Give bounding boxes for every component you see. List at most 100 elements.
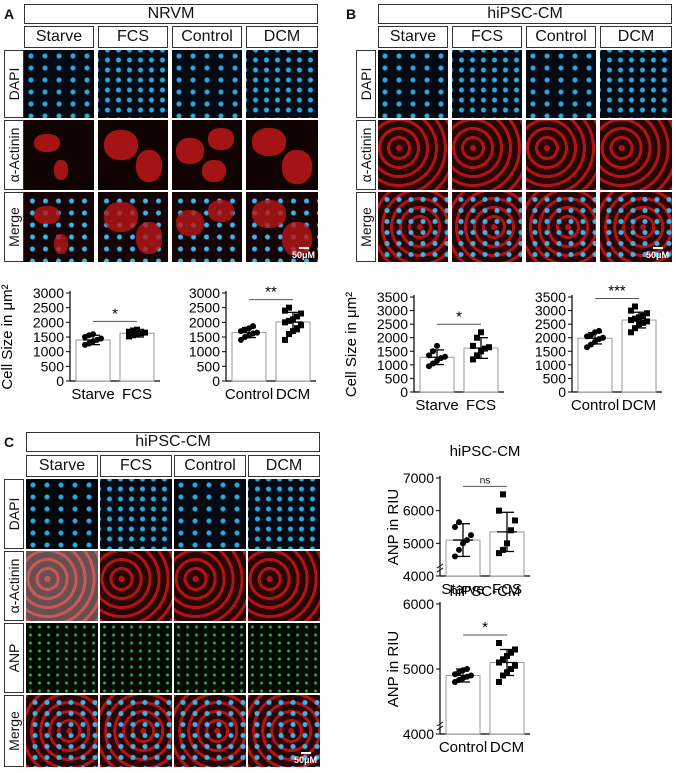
data-point [504,653,510,659]
micrograph-a-merge-control [172,192,242,262]
row-label-actinin: α-Actinin [356,120,376,190]
y-tick-label: 1500 [189,329,220,345]
y-tick-label: 0 [400,384,408,400]
micrograph-a-merge-fcs [98,192,168,262]
data-point [134,331,140,338]
y-tick-label: 2000 [377,330,408,346]
row-label-merge: Merge [4,192,24,262]
y-tick-label: 1000 [377,357,408,373]
data-point [496,679,502,685]
y-tick-label: 2500 [33,300,64,316]
micrograph-a-actinin-starve [24,120,94,190]
data-point [134,326,140,333]
data-point [596,327,602,334]
micrograph-a-dapi-control [172,50,242,118]
data-point [468,532,474,539]
data-point [294,313,300,320]
micrograph-c-anp-dcm [248,623,320,693]
data-point [98,335,104,342]
y-tick-label: 4000 [403,568,434,584]
chart-c1: 4000 5000 6000 7000 Starve FCS ns hiPSC-CM ANP i… [385,443,530,598]
x-tick-label: Starve [441,581,484,598]
data-point [138,330,144,337]
micrograph-c-anp-starve [26,623,98,693]
significance-label: ns [480,475,491,486]
data-point [298,310,304,317]
micrograph-a-merge-dcm: 50μM [246,192,318,262]
data-point [486,344,492,351]
scale-bar-a: 50μM [291,247,315,260]
x-tick-label: Control [571,397,619,414]
micrograph-b-dapi-starve [378,50,448,118]
data-point [496,659,502,666]
y-tick-label: 6000 [403,503,434,519]
micrograph-c-dapi-starve [26,479,98,549]
col-label-fcs: FCS [452,26,522,48]
data-point [282,336,288,343]
row-label-actinin: α-Actinin [4,551,24,621]
chart-title: hiPSC-CM [450,443,521,460]
data-point [640,319,646,326]
data-point [632,303,638,310]
axis-break [436,563,444,569]
data-point [640,313,646,319]
row-label-merge: Merge [4,695,24,767]
y-tick-label: 7000 [403,470,434,486]
micrograph-c-merge-control [174,695,246,767]
x-tick-label: Control [439,739,487,756]
micrograph-b-dapi-control [526,50,596,118]
data-point [126,333,132,340]
data-point [130,327,136,334]
micrograph-b-merge-starve [378,192,448,262]
y-tick-label: 6000 [403,596,434,612]
data-point [282,307,288,314]
panel-c-header: hiPSC-CM [26,432,320,452]
panel-label-a: A [4,6,15,22]
bar [577,337,613,393]
y-tick-label: 2000 [33,314,64,330]
row-label-dapi: DAPI [356,50,376,118]
data-point [142,329,148,336]
data-point [500,546,506,553]
y-tick-label: 0 [56,373,64,389]
y-axis-label: ANP in RIU [385,489,402,565]
micrograph-b-actinin-fcs [452,120,522,190]
row-label-actinin: α-Actinin [4,120,24,190]
micrograph-b-merge-dcm: 50μM [600,192,672,262]
data-point [130,332,136,339]
data-point [294,325,300,332]
x-tick-label: DCM [276,386,310,403]
y-tick-label: 2500 [535,316,566,332]
significance-label: *** [608,283,626,300]
y-tick-label: 3500 [377,289,408,305]
data-point [644,318,650,325]
row-label-merge: Merge [356,192,376,262]
data-point [508,666,514,672]
data-point [508,527,514,534]
y-tick-label: 3000 [535,303,566,319]
data-point [628,317,634,324]
data-point [90,331,96,338]
col-label-starve: Starve [26,455,98,477]
col-label-control: Control [526,26,596,48]
micrograph-c-actinin-starve [26,551,98,621]
y-tick-label: 1000 [33,344,64,360]
micrograph-a-dapi-dcm [246,50,318,118]
data-point [628,329,634,336]
micrograph-c-merge-starve [26,695,98,767]
y-tick-label: 500 [385,370,409,386]
col-label-starve: Starve [24,26,94,48]
y-tick-label: 2500 [377,316,408,332]
micrograph-c-anp-fcs [100,623,172,693]
data-point [470,356,476,363]
data-point [298,322,304,329]
y-tick-label: 5000 [403,661,434,677]
y-tick-label: 500 [41,358,65,374]
y-tick-label: 0 [212,373,220,389]
micrograph-a-actinin-dcm [246,120,318,190]
data-point [504,669,510,676]
micrograph-c-merge-fcs [100,695,172,767]
data-point [286,317,292,324]
col-label-fcs: FCS [100,455,172,477]
